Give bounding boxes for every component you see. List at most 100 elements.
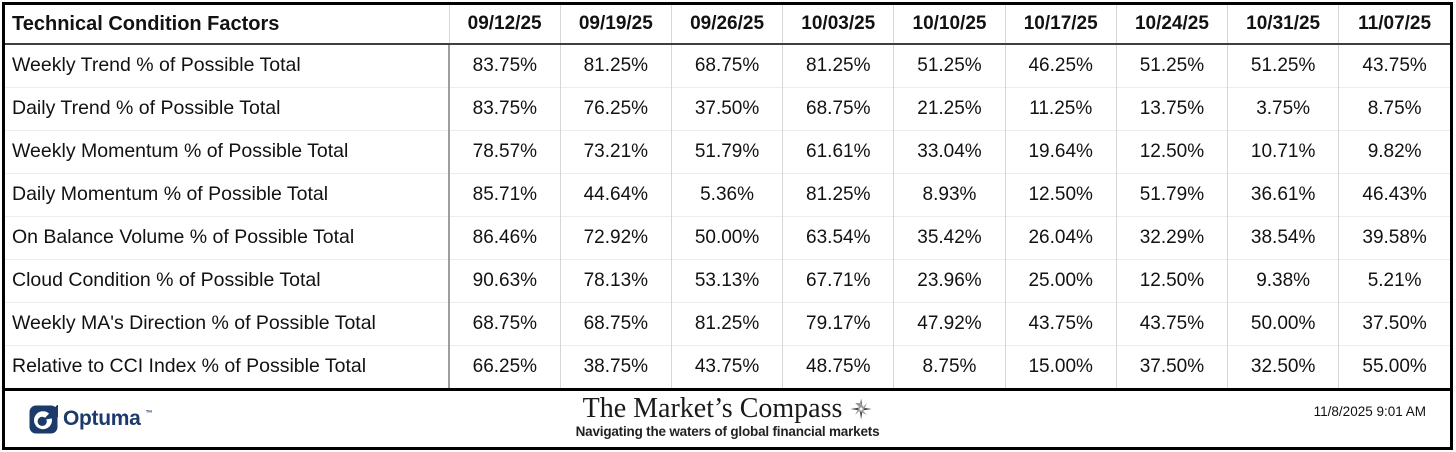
- value-cell: 51.79%: [1115, 172, 1228, 216]
- value-cell: 43.75%: [1004, 301, 1117, 345]
- optuma-wordmark: Optuma: [63, 407, 141, 430]
- value-cell: 9.82%: [1338, 129, 1450, 173]
- value-cell: 12.50%: [1115, 129, 1228, 173]
- value-cell: 21.25%: [893, 86, 1006, 130]
- value-cell: 51.25%: [1115, 43, 1228, 87]
- value-cell: 67.71%: [782, 258, 894, 302]
- value-cell: 73.21%: [559, 129, 672, 173]
- table-row: Relative to CCI Index % of Possible Tota…: [5, 344, 1450, 388]
- optuma-trademark: ™: [145, 409, 153, 417]
- row-label: Daily Momentum % of Possible Total: [5, 172, 450, 216]
- value-cell: 43.75%: [1338, 43, 1450, 87]
- value-cell: 44.64%: [559, 172, 672, 216]
- value-cell: 81.25%: [670, 301, 783, 345]
- value-cell: 86.46%: [448, 215, 561, 259]
- compass-rose-icon: [850, 398, 872, 420]
- value-cell: 33.04%: [893, 129, 1006, 173]
- column-header-date: 10/03/25: [782, 5, 894, 45]
- value-cell: 26.04%: [1004, 215, 1117, 259]
- value-cell: 25.00%: [1004, 258, 1117, 302]
- row-label: Relative to CCI Index % of Possible Tota…: [5, 344, 450, 388]
- value-cell: 61.61%: [782, 129, 894, 173]
- value-cell: 8.75%: [893, 344, 1006, 388]
- value-cell: 46.25%: [1004, 43, 1117, 87]
- value-cell: 83.75%: [448, 43, 561, 87]
- value-cell: 50.00%: [1227, 301, 1339, 345]
- value-cell: 68.75%: [670, 43, 783, 87]
- value-cell: 5.21%: [1338, 258, 1450, 302]
- optuma-mark-icon: [29, 404, 58, 434]
- brand-title: The Market’s Compass: [582, 393, 843, 424]
- value-cell: 55.00%: [1338, 344, 1450, 388]
- column-header-date: 10/17/25: [1004, 5, 1117, 45]
- value-cell: 78.13%: [559, 258, 672, 302]
- table-row: Daily Trend % of Possible Total 83.75% 76.…: [5, 86, 1450, 130]
- value-cell: 46.43%: [1338, 172, 1450, 216]
- value-cell: 3.75%: [1227, 86, 1339, 130]
- value-cell: 15.00%: [1004, 344, 1117, 388]
- value-cell: 63.54%: [782, 215, 894, 259]
- value-cell: 38.75%: [559, 344, 672, 388]
- value-cell: 48.75%: [782, 344, 894, 388]
- row-label: Weekly Momentum % of Possible Total: [5, 129, 450, 173]
- value-cell: 78.57%: [448, 129, 561, 173]
- table-row: On Balance Volume % of Possible Total 86.…: [5, 215, 1450, 259]
- table-row: Weekly Trend % of Possible Total 83.75% 81…: [5, 43, 1450, 87]
- value-cell: 23.96%: [893, 258, 1006, 302]
- value-cell: 51.25%: [893, 43, 1006, 87]
- table-row: Weekly Momentum % of Possible Total 78.57…: [5, 129, 1450, 173]
- value-cell: 5.36%: [670, 172, 783, 216]
- value-cell: 50.00%: [670, 215, 783, 259]
- value-cell: 51.25%: [1227, 43, 1339, 87]
- value-cell: 81.25%: [782, 43, 894, 87]
- value-cell: 51.79%: [670, 129, 783, 173]
- column-header-date: 09/19/25: [559, 5, 672, 45]
- value-cell: 12.50%: [1004, 172, 1117, 216]
- row-label: Daily Trend % of Possible Total: [5, 86, 450, 130]
- value-cell: 36.61%: [1227, 172, 1339, 216]
- value-cell: 85.71%: [448, 172, 561, 216]
- value-cell: 37.50%: [1338, 301, 1450, 345]
- table-title: Technical Condition Factors: [5, 5, 449, 45]
- table-row: Daily Momentum % of Possible Total 85.71%…: [5, 172, 1450, 216]
- technical-condition-table: Technical Condition Factors 09/12/25 09/1…: [5, 5, 1450, 388]
- value-cell: 81.25%: [782, 172, 894, 216]
- value-cell: 66.25%: [448, 344, 561, 388]
- value-cell: 83.75%: [448, 86, 561, 130]
- value-cell: 32.50%: [1227, 344, 1339, 388]
- value-cell: 13.75%: [1115, 86, 1228, 130]
- value-cell: 76.25%: [559, 86, 672, 130]
- optuma-logo: Optuma ™: [29, 404, 153, 434]
- table-row: Weekly MA's Direction % of Possible Tota…: [5, 301, 1450, 345]
- value-cell: 35.42%: [893, 215, 1006, 259]
- row-label: Cloud Condition % of Possible Total: [5, 258, 450, 302]
- value-cell: 37.50%: [670, 86, 783, 130]
- value-cell: 68.75%: [559, 301, 672, 345]
- value-cell: 79.17%: [782, 301, 894, 345]
- value-cell: 19.64%: [1004, 129, 1117, 173]
- column-header-date: 11/07/25: [1338, 5, 1450, 45]
- value-cell: 32.29%: [1115, 215, 1228, 259]
- market-compass-brand: The Market’s Compass Navigating the wate…: [575, 393, 880, 440]
- value-cell: 53.13%: [670, 258, 783, 302]
- value-cell: 47.92%: [893, 301, 1006, 345]
- value-cell: 37.50%: [1115, 344, 1228, 388]
- column-header-date: 10/31/25: [1227, 5, 1339, 45]
- value-cell: 43.75%: [670, 344, 783, 388]
- column-header-date: 09/12/25: [448, 5, 561, 45]
- value-cell: 43.75%: [1115, 301, 1228, 345]
- brand-tagline: Navigating the waters of global financia…: [575, 424, 880, 439]
- value-cell: 11.25%: [1004, 86, 1117, 130]
- table-row: Cloud Condition % of Possible Total 90.63…: [5, 258, 1450, 302]
- page-footer: Optuma ™ The Market’s Compass Navigating …: [5, 388, 1450, 447]
- value-cell: 39.58%: [1338, 215, 1450, 259]
- value-cell: 12.50%: [1115, 258, 1228, 302]
- value-cell: 90.63%: [448, 258, 561, 302]
- value-cell: 8.93%: [893, 172, 1006, 216]
- value-cell: 81.25%: [559, 43, 672, 87]
- report-timestamp: 11/8/2025 9:01 AM: [1313, 404, 1426, 419]
- table-body: Weekly Trend % of Possible Total 83.75% 81…: [5, 43, 1450, 388]
- value-cell: 68.75%: [782, 86, 894, 130]
- value-cell: 10.71%: [1227, 129, 1339, 173]
